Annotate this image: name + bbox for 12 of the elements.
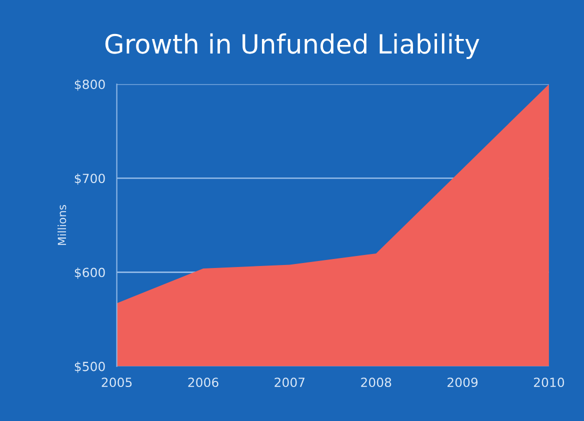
x-tick-label: 2008: [361, 378, 392, 388]
chart-title: Growth in Unfunded Liability: [105, 33, 480, 59]
x-tick-label: 2009: [448, 378, 478, 388]
x-tick-label: 2006: [188, 378, 218, 388]
y-tick-label: $800: [74, 79, 105, 91]
x-tick-label: 2007: [274, 378, 304, 388]
y-tick-label: $700: [74, 173, 105, 185]
y-tick-label: $500: [74, 362, 105, 373]
x-tick-label: 2005: [102, 378, 132, 388]
y-axis-title: Millions: [58, 204, 66, 245]
y-tick-label: $600: [74, 268, 105, 279]
x-tick-label: 2010: [534, 378, 564, 388]
